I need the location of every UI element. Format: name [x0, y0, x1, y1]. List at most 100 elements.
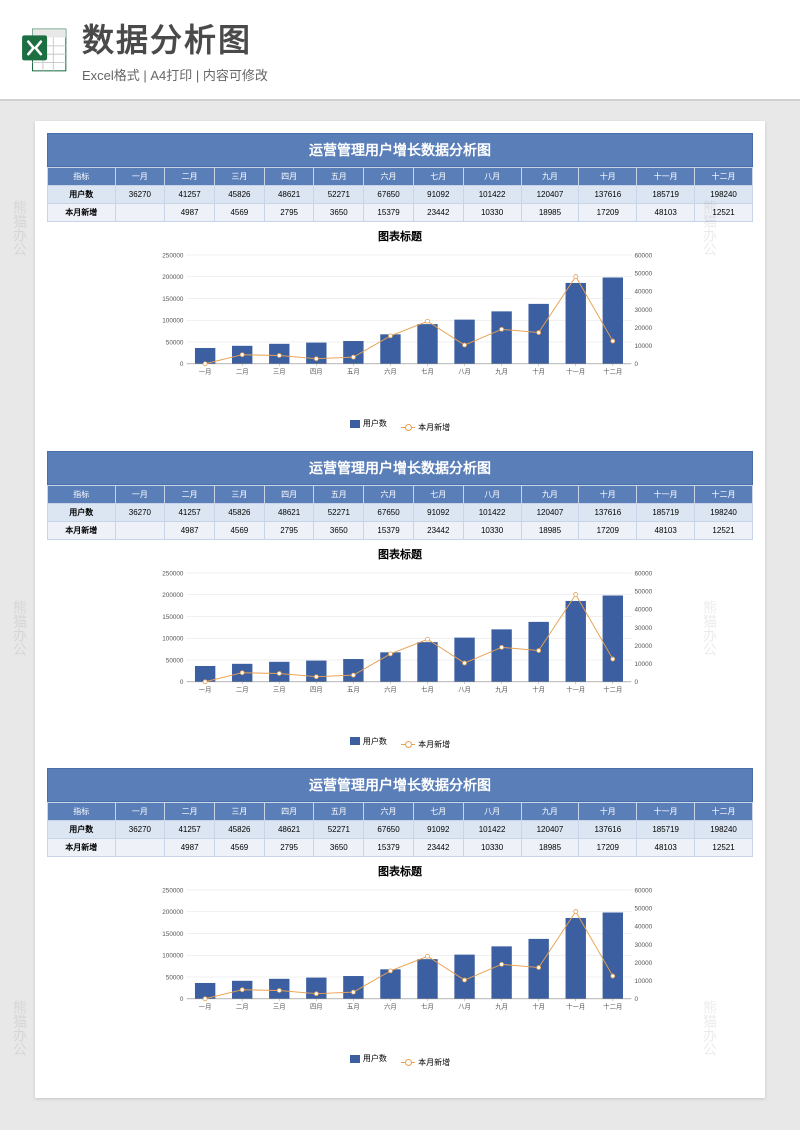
table-header: 指标: [48, 485, 116, 503]
svg-text:六月: 六月: [384, 684, 397, 693]
table-cell: 67650: [364, 186, 414, 204]
sub-title: Excel格式 | A4打印 | 内容可修改: [82, 65, 780, 84]
table-cell: 2795: [264, 839, 314, 857]
table-header: 十二月: [695, 168, 753, 186]
combo-chart: 0500001000001500002000002500000100002000…: [92, 569, 718, 704]
table-cell: 12521: [695, 521, 753, 539]
table-header: 十二月: [695, 803, 753, 821]
svg-text:30000: 30000: [635, 624, 653, 631]
line-marker: [463, 661, 467, 665]
table-cell: 23442: [413, 204, 463, 222]
svg-text:十二月: 十二月: [603, 1001, 622, 1010]
svg-text:四月: 四月: [310, 685, 323, 693]
svg-text:20000: 20000: [635, 960, 653, 967]
table-cell: 15379: [364, 204, 414, 222]
svg-text:150000: 150000: [162, 931, 184, 938]
table-cell: 41257: [165, 186, 215, 204]
legend-bar: 用户数: [350, 1053, 387, 1064]
svg-text:十一月: 十一月: [566, 684, 585, 693]
svg-text:200000: 200000: [162, 592, 184, 599]
svg-text:七月: 七月: [421, 684, 434, 693]
table-header: 四月: [264, 803, 314, 821]
table-cell: 137616: [579, 186, 637, 204]
line-marker: [500, 962, 504, 966]
table-cell: 198240: [695, 821, 753, 839]
table-cell: 4987: [165, 839, 215, 857]
line-marker: [203, 997, 207, 1001]
table-header: 四月: [264, 168, 314, 186]
bar: [603, 912, 623, 998]
bar: [491, 946, 511, 998]
table-cell: 4987: [165, 204, 215, 222]
bar: [566, 600, 586, 681]
line-marker: [388, 969, 392, 973]
chart-title: 图表标题: [47, 857, 753, 881]
panel-title: 运营管理用户增长数据分析图: [47, 768, 753, 802]
table-cell: 120407: [521, 821, 579, 839]
panel-title: 运营管理用户增长数据分析图: [47, 451, 753, 485]
row-label: 用户数: [48, 186, 116, 204]
svg-text:二月: 二月: [236, 367, 249, 375]
table-header: 一月: [115, 803, 165, 821]
table-cell: 48103: [637, 521, 695, 539]
svg-text:40000: 40000: [635, 289, 653, 296]
line-marker: [314, 992, 318, 996]
table-cell: 3650: [314, 521, 364, 539]
table-header: 指标: [48, 168, 116, 186]
chart-title: 图表标题: [47, 222, 753, 246]
legend: 用户数 本月新增: [47, 416, 753, 433]
table-cell: 23442: [413, 839, 463, 857]
table-header: 十月: [579, 485, 637, 503]
table-header: 六月: [364, 168, 414, 186]
svg-text:四月: 四月: [310, 1002, 323, 1010]
table-header: 三月: [214, 485, 264, 503]
svg-text:七月: 七月: [421, 366, 434, 375]
table-cell: 4569: [214, 521, 264, 539]
data-table: 指标一月二月三月四月五月六月七月八月九月十月十一月十二月用户数362704125…: [47, 802, 753, 857]
table-header: 二月: [165, 803, 215, 821]
line-marker: [537, 648, 541, 652]
svg-text:十月: 十月: [532, 1001, 545, 1010]
svg-text:三月: 三月: [273, 685, 286, 693]
chart-area: 0500001000001500002000002500000100002000…: [47, 881, 753, 1051]
svg-text:200000: 200000: [162, 274, 184, 281]
table-cell: 45826: [214, 821, 264, 839]
line-marker: [351, 673, 355, 677]
svg-text:50000: 50000: [635, 905, 653, 912]
legend-bar: 用户数: [350, 736, 387, 747]
table-cell: 45826: [214, 186, 264, 204]
table-cell: 137616: [579, 503, 637, 521]
chart-area: 0500001000001500002000002500000100002000…: [47, 564, 753, 734]
svg-text:60000: 60000: [635, 570, 653, 577]
row-label: 本月新增: [48, 521, 116, 539]
bar: [380, 969, 400, 998]
table-cell: 48103: [637, 204, 695, 222]
svg-text:30000: 30000: [635, 307, 653, 314]
table-header: 十二月: [695, 485, 753, 503]
table-cell: 91092: [413, 503, 463, 521]
table-cell: 17209: [579, 204, 637, 222]
table-cell: 10330: [463, 521, 521, 539]
line-marker: [463, 343, 467, 347]
svg-text:40000: 40000: [635, 606, 653, 613]
svg-text:九月: 九月: [495, 684, 508, 693]
svg-text:六月: 六月: [384, 1001, 397, 1010]
svg-text:100000: 100000: [162, 953, 184, 960]
table-header: 二月: [165, 485, 215, 503]
table-header: 三月: [214, 168, 264, 186]
bar: [491, 629, 511, 681]
svg-text:二月: 二月: [236, 1002, 249, 1010]
table-cell: 185719: [637, 503, 695, 521]
svg-text:50000: 50000: [635, 588, 653, 595]
row-label: 用户数: [48, 821, 116, 839]
svg-text:五月: 五月: [347, 685, 360, 693]
bar: [417, 642, 437, 682]
table-header: 五月: [314, 803, 364, 821]
svg-text:一月: 一月: [199, 685, 212, 693]
table-cell: 52271: [314, 503, 364, 521]
chart-title: 图表标题: [47, 540, 753, 564]
table-cell: 45826: [214, 503, 264, 521]
svg-text:0: 0: [635, 996, 639, 1003]
table-cell: 18985: [521, 839, 579, 857]
line-marker: [426, 319, 430, 323]
